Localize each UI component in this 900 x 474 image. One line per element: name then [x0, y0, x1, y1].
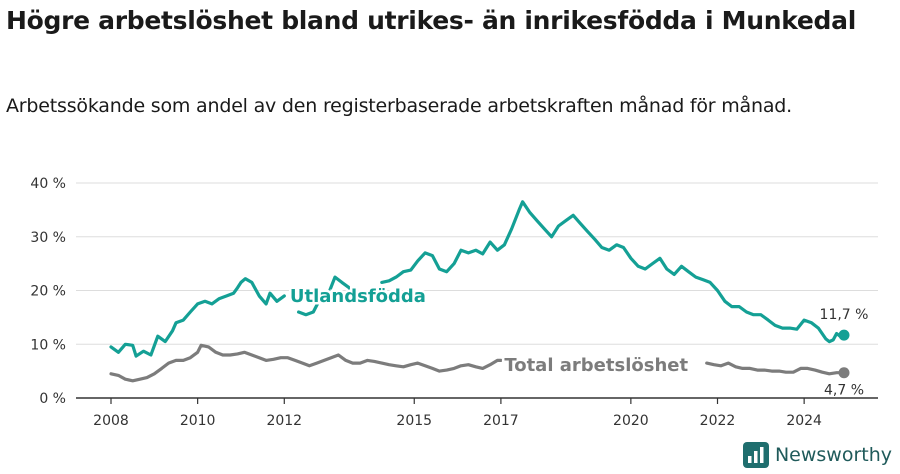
chart-title: Högre arbetslöshet bland utrikes- än inr…: [6, 6, 856, 35]
end-label-total: 4,7 %: [824, 383, 864, 399]
x-tick-label: 2008: [93, 413, 129, 429]
x-tick-label: 2015: [396, 413, 432, 429]
x-axis: 2008 2010 2012 2015 2017 2020 2022 2024: [93, 398, 822, 429]
y-tick-label: 10 %: [30, 337, 66, 353]
series-line-total: [705, 361, 846, 376]
brand-name: Newsworthy: [774, 444, 892, 466]
series-line-total: [109, 343, 503, 383]
end-marker-total: [838, 367, 850, 379]
series-lines: [109, 200, 850, 383]
series-line-utlandsfodda: [380, 200, 846, 344]
series-line-utlandsfodda: [109, 277, 286, 358]
x-tick-label: 2012: [266, 413, 302, 429]
chart-subtitle: Arbetssökande som andel av den registerb…: [6, 95, 792, 117]
y-tick-label: 30 %: [30, 230, 66, 246]
end-marker-utlandsfodda: [838, 329, 850, 341]
series-line-utlandsfodda: [297, 275, 355, 317]
gridlines: [76, 182, 878, 399]
annotation-total: Total arbetslöshet: [504, 355, 688, 376]
x-tick-label: 2017: [483, 413, 519, 429]
x-tick-label: 2010: [180, 413, 216, 429]
y-tick-label: 20 %: [30, 284, 66, 300]
y-tick-label: 40 %: [30, 176, 66, 192]
newsworthy-logo-icon: [742, 442, 769, 468]
x-tick-label: 2020: [613, 413, 649, 429]
end-label-utlandsfodda: 11,7 %: [820, 307, 869, 323]
annotation-utlandsfodda: Utlandsfödda: [290, 286, 426, 307]
y-tick-label: 0 %: [39, 391, 66, 407]
x-tick-label: 2024: [786, 413, 822, 429]
x-tick-label: 2022: [700, 413, 736, 429]
brand-logo: Newsworthy: [742, 442, 892, 468]
y-axis-ticks: 0 % 10 % 20 % 30 % 40 %: [30, 176, 66, 407]
series-labels: 11,7 % 4,7 % Utlandsfödda Total arbetslöshe…: [287, 283, 869, 399]
